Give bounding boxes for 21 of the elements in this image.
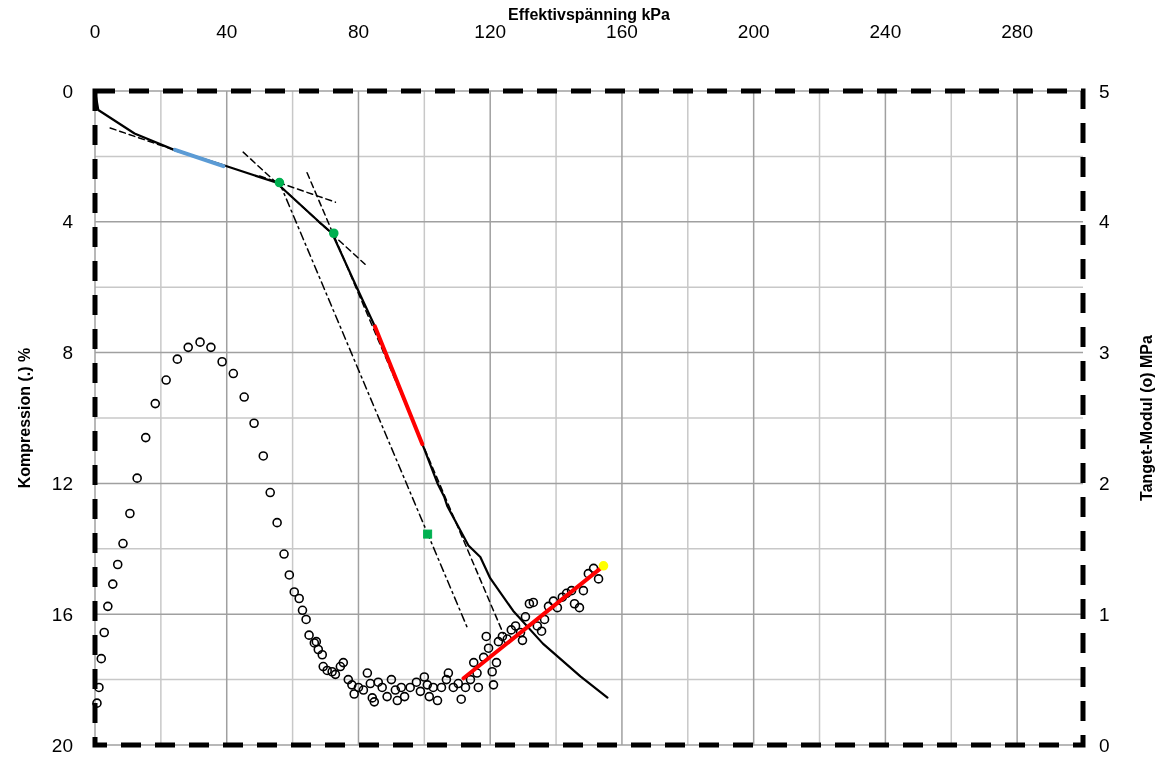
x-tick-label: 280 [1001,20,1033,42]
y2-tick-label: 0 [1099,734,1110,756]
x-tick-label: 80 [347,20,370,42]
x-tick-label: 200 [737,20,770,42]
y-tick-label: 0 [62,80,73,102]
y2-tick-label: 5 [1099,80,1110,102]
y-axis-title: Kompression (.) % [15,347,33,489]
y2-tick-label: 4 [1099,211,1110,233]
y2-tick-label: 2 [1099,472,1110,494]
x-tick-label: 0 [89,20,101,42]
y2-tick-label: 3 [1099,342,1110,364]
x-tick-label: 40 [216,20,238,42]
y-tick-label: 12 [51,472,73,494]
x-tick-label: 120 [474,20,507,42]
x-tick-label: 240 [869,20,902,42]
y2-tick-label: 1 [1099,603,1110,625]
y-tick-label: 20 [51,734,73,756]
y-tick-label: 4 [62,211,74,233]
y-tick-label: 8 [62,342,73,364]
y-tick-label: 16 [51,603,73,625]
y2-axis-title: Tanget-Modul (o) MPa [1137,334,1155,501]
